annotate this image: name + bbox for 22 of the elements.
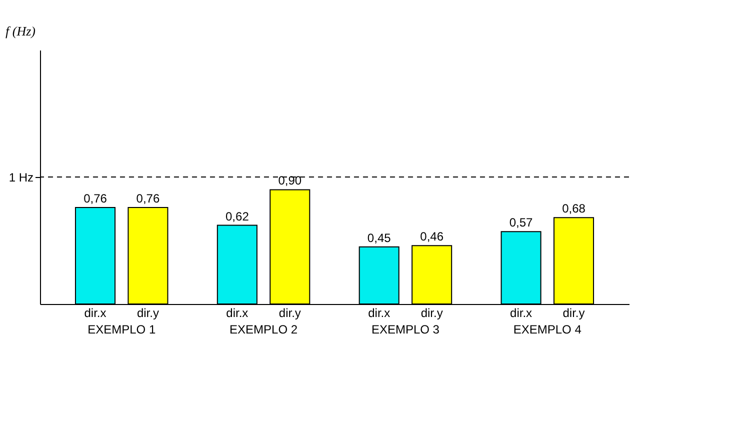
x-tick-label: EXEMPLO 4 — [513, 322, 582, 336]
text: dir.x — [226, 306, 248, 320]
y-tick-label: 1 Hz — [8, 170, 34, 184]
data-label: 0,62 — [226, 209, 250, 224]
text: dir.y — [278, 306, 301, 320]
data-label: 0,76 — [84, 191, 108, 206]
text: dir.y — [562, 306, 585, 320]
data-label: 0,46 — [420, 230, 444, 244]
x-tick-label: EXEMPLO 2 — [230, 322, 298, 336]
text: dir.x — [368, 306, 390, 320]
series-label: dir.x — [84, 306, 106, 320]
series-label: dir.y — [136, 306, 159, 320]
data-label: 0,90 — [278, 174, 302, 188]
data-label: 0,76 — [136, 191, 160, 206]
text: dir.y — [420, 306, 443, 320]
x-tick-label: EXEMPLO 1 — [88, 322, 156, 336]
text: dir.x — [510, 306, 532, 320]
y-axis-title: f (Hz) — [6, 24, 36, 38]
x-tick-label: EXEMPLO 3 — [371, 322, 440, 336]
data-label: 0,68 — [562, 202, 586, 216]
data-label: 0,57 — [509, 216, 534, 230]
data-label: 0,45 — [367, 230, 392, 245]
